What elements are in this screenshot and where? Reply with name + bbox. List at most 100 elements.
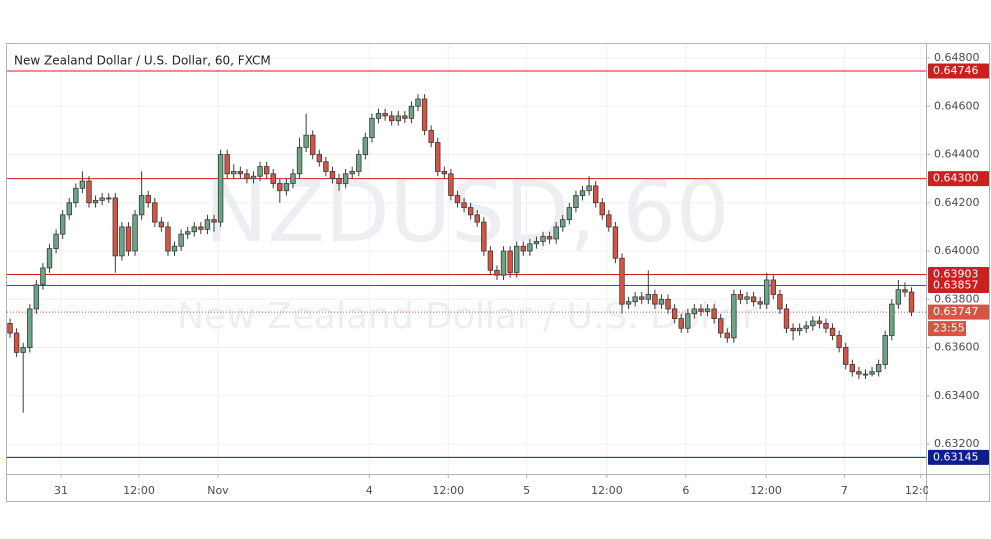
candle-body — [53, 233, 59, 250]
candle-body — [461, 202, 467, 209]
candle-body — [13, 332, 20, 353]
candle-body — [757, 301, 763, 305]
candle-body — [388, 115, 395, 122]
candle-body — [158, 221, 165, 228]
candle-body — [619, 257, 625, 305]
candle-body — [573, 195, 579, 209]
candle-body — [152, 202, 158, 223]
candle-body — [395, 115, 401, 122]
level-label: 0.64746 — [933, 64, 979, 77]
x-tick-label: Nov — [207, 484, 229, 497]
y-tick-label: 0.64800 — [934, 51, 980, 64]
candle-body — [165, 226, 171, 252]
x-tick-label: 6 — [682, 484, 689, 497]
candle-body — [704, 308, 711, 312]
candle-body — [217, 154, 224, 223]
y-tick-label: 0.64400 — [934, 148, 980, 161]
candle-body — [770, 279, 777, 295]
candle-body — [375, 113, 382, 119]
last-price-label: 0.63747 — [933, 305, 979, 318]
candle-body — [612, 226, 619, 259]
candle-body — [428, 129, 434, 143]
candle-body — [79, 180, 86, 189]
candle-body — [145, 195, 151, 204]
candle-body — [533, 240, 540, 245]
candle-body — [711, 308, 717, 320]
candle-body — [244, 173, 250, 180]
candle-body — [527, 243, 533, 252]
candle-body — [86, 180, 92, 204]
candle-body — [639, 296, 645, 300]
candle-body — [132, 214, 138, 252]
candle-body — [184, 231, 191, 235]
x-tick-label: 12:00 — [123, 484, 155, 497]
candle-body — [592, 185, 599, 204]
y-tick-label: 0.64600 — [934, 99, 980, 112]
candle-body — [231, 171, 237, 175]
candle-body — [40, 267, 46, 286]
candle-body — [316, 154, 323, 163]
x-tick-label: 4 — [366, 484, 373, 497]
candle-body — [902, 289, 908, 293]
level-label: 0.63903 — [933, 267, 979, 280]
candle-body — [856, 371, 862, 375]
candle-body — [566, 207, 573, 221]
countdown-label: 23:55 — [933, 322, 965, 335]
candle-body — [586, 185, 592, 192]
candle-body — [283, 183, 290, 192]
candle-body — [632, 296, 638, 303]
y-tick-label: 0.63200 — [934, 437, 980, 450]
candle-body — [685, 313, 691, 329]
candles — [7, 94, 915, 413]
y-tick-label: 0.63800 — [934, 292, 980, 305]
candle-body — [882, 335, 888, 365]
candle-body — [303, 134, 309, 148]
candle-body — [606, 214, 612, 228]
candle-body — [895, 289, 902, 305]
level-label-box — [928, 63, 989, 79]
candle-body — [487, 250, 494, 271]
candle-body — [796, 327, 803, 332]
candle-body — [652, 294, 658, 305]
candle-body — [277, 183, 283, 192]
candle-body — [836, 335, 842, 348]
candle-body — [66, 202, 72, 216]
candle-body — [119, 226, 125, 257]
candle-body — [862, 373, 869, 376]
candle-body — [658, 298, 665, 305]
candle-body — [92, 199, 99, 204]
candle-body — [494, 269, 500, 276]
candle-body — [454, 195, 461, 204]
title-background — [10, 52, 272, 69]
candle-body — [178, 233, 184, 247]
candle-body — [290, 173, 296, 184]
y-tick-label: 0.63600 — [934, 341, 980, 354]
candle-body — [737, 294, 744, 300]
candle-body — [211, 219, 217, 223]
candle-body — [500, 250, 507, 276]
candle-body — [421, 98, 428, 131]
candle-body — [448, 173, 454, 196]
candle-body — [336, 178, 342, 184]
candle-body — [579, 190, 586, 196]
level-label-box — [928, 171, 989, 187]
candle-body — [382, 113, 388, 117]
candle-body — [671, 308, 678, 320]
level-label: 0.63145 — [933, 450, 979, 463]
candle-body — [270, 173, 276, 184]
candle-body — [441, 171, 448, 175]
y-tick-label: 0.63400 — [934, 389, 980, 402]
candle-body — [59, 214, 66, 235]
last-price-box — [928, 304, 989, 320]
candle-body — [645, 294, 652, 300]
candle-body — [553, 226, 559, 240]
candle-body — [191, 226, 197, 233]
candle-body — [520, 245, 526, 252]
candle-body — [257, 166, 263, 177]
candle-body — [724, 332, 730, 339]
candle-body — [665, 298, 671, 310]
candle-body — [33, 284, 40, 310]
x-tick-label: 5 — [523, 484, 530, 497]
candle-body — [356, 154, 362, 172]
level-label: 0.64300 — [933, 172, 979, 185]
